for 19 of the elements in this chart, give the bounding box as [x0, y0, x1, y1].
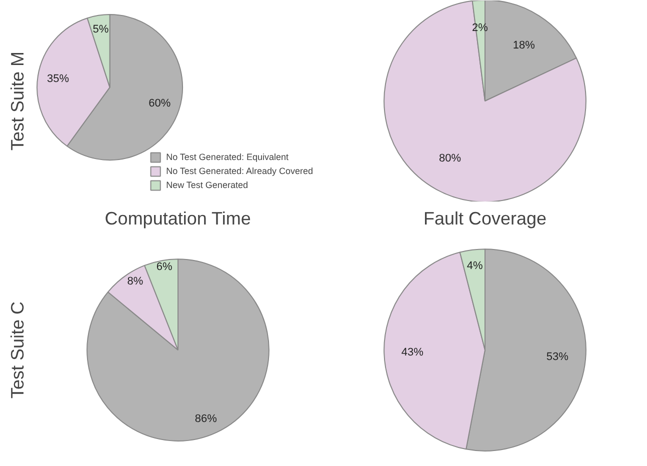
- data-label: 8%: [127, 275, 144, 288]
- data-label: 18%: [512, 39, 536, 52]
- data-label: 35%: [47, 73, 70, 86]
- data-label: 6%: [156, 260, 173, 273]
- legend-label: No Test Generated: Equivalent: [166, 152, 288, 162]
- text: Computation Time: [104, 208, 251, 228]
- text: Test Suite M: [8, 51, 28, 151]
- legend-label: No Test Generated: Already Covered: [166, 166, 313, 176]
- data-label: 86%: [194, 412, 218, 425]
- data-label: 53%: [546, 351, 569, 364]
- data-label: 60%: [148, 98, 171, 110]
- text: Test Suite C: [8, 301, 28, 399]
- legend-label: New Test Generated: [166, 180, 248, 190]
- text: Fault Coverage: [423, 208, 547, 228]
- data-label: 43%: [401, 346, 424, 358]
- data-label: 5%: [92, 24, 109, 36]
- data-label: 2%: [472, 22, 488, 34]
- data-label: 4%: [466, 260, 484, 272]
- data-label: 80%: [438, 152, 462, 165]
